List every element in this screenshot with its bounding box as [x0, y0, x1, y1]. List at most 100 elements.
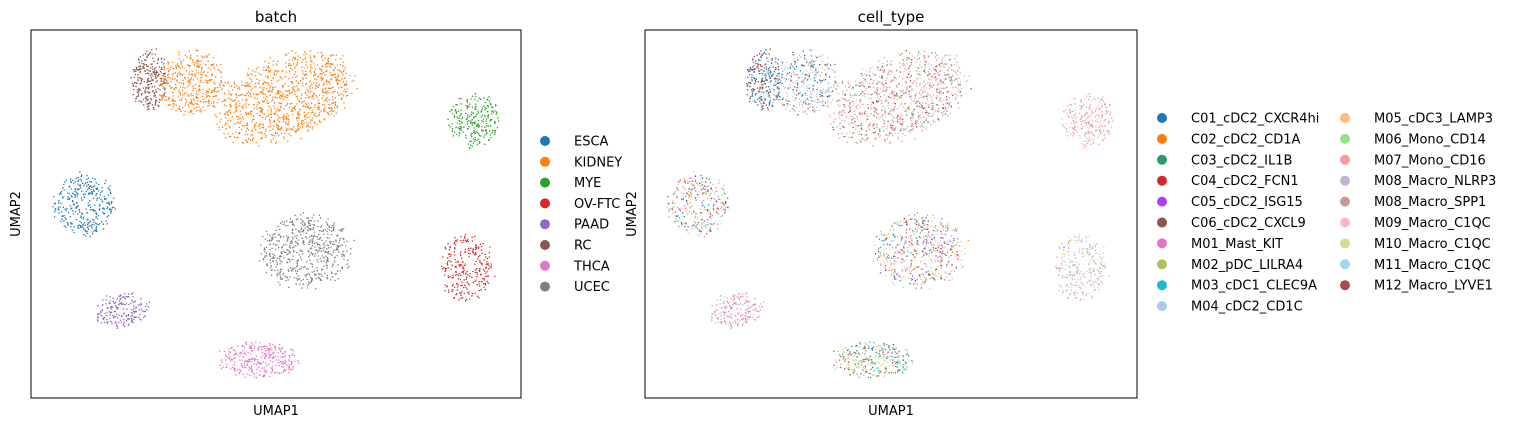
legend-item-c01-cdc2-cxcr4hi: C01_cDC2_CXCR4hi	[1157, 112, 1319, 127]
legend-marker	[540, 198, 550, 209]
cluster-kidney-cell-types	[773, 49, 843, 116]
points-esca	[52, 171, 116, 238]
x-axis-label: UMAP1	[253, 404, 299, 419]
legend-label: M10_Macro_C1QC	[1374, 237, 1491, 252]
points-c05-cdc2-isg15	[878, 218, 959, 280]
legend-item-m12-macro-lyve1: M12_Macro_LYVE1	[1340, 279, 1493, 294]
legend-marker	[1340, 280, 1350, 291]
legend-item-ov-ftc: OV-FTC	[540, 197, 620, 212]
points-m04-cdc2-cd1c	[876, 221, 963, 286]
legend-label: M04_cDC2_CD1C	[1191, 300, 1303, 315]
cluster-thca	[219, 341, 300, 379]
points-c06-cdc2-cxcl9	[746, 52, 780, 111]
cluster-kidney-cell-types	[828, 50, 972, 147]
legend-label: ESCA	[574, 135, 609, 150]
cluster-rc	[130, 48, 170, 111]
points-kidney	[214, 50, 358, 147]
points-kidney	[159, 49, 229, 116]
points-m08-macro-spp1	[833, 52, 961, 144]
legend-item-rc: RC	[540, 239, 591, 254]
points-paad	[97, 292, 150, 330]
legend-marker	[1340, 196, 1350, 207]
cluster-ov-ftc	[441, 233, 496, 302]
legend-marker	[1340, 133, 1350, 144]
cluster-esca-cell-types	[666, 171, 730, 238]
legend-item-m09-macro-c1qc: M09_Macro_C1QC	[1340, 216, 1491, 231]
legend-item-m07-mono-cd16: M07_Mono_CD16	[1340, 153, 1486, 168]
legend-label: M11_Macro_C1QC	[1374, 258, 1491, 273]
legend-item-m08-macro-spp1: M08_Macro_SPP1	[1340, 195, 1486, 210]
legend-marker	[540, 281, 550, 292]
points-m10-macro-c1qc	[1058, 233, 1104, 302]
points-m01-mast-kit	[885, 224, 957, 281]
points-m05-cdc3-lamp3	[672, 177, 722, 226]
legend-item-m08-macro-nlrp3: M08_Macro_NLRP3	[1340, 174, 1496, 189]
legend-item-paad: PAAD	[540, 218, 609, 233]
legend-item-mye: MYE	[540, 176, 601, 191]
legend-item-c04-cdc2-fcn1: C04_cDC2_FCN1	[1157, 174, 1299, 189]
legend-marker	[540, 260, 550, 271]
points-m10-macro-c1qc	[883, 224, 966, 281]
points-m10-macro-c1qc	[835, 341, 906, 378]
clusters-batch	[52, 48, 500, 379]
legend-cell-type: C01_cDC2_CXCR4hi C02_cDC2_CD1A C03_cDC2_IL…	[1157, 112, 1496, 315]
points-m03-cdc1-clec9a	[842, 341, 906, 379]
legend-label: M08_Macro_NLRP3	[1374, 174, 1496, 189]
y-axis-label: UMAP2	[9, 191, 24, 237]
clusters-cell-type	[666, 48, 1114, 379]
legend-label: M09_Macro_C1QC	[1374, 216, 1491, 231]
legend-item-m05-cdc3-lamp3: M05_cDC3_LAMP3	[1340, 112, 1493, 127]
points-m11-macro-c1qc	[874, 217, 954, 282]
legend-marker	[540, 136, 550, 146]
legend-marker	[540, 177, 550, 188]
legend-label: M08_Macro_SPP1	[1374, 195, 1486, 210]
legend-marker	[1340, 217, 1350, 228]
legend-marker	[1157, 301, 1167, 312]
points-ov-ftc	[441, 233, 496, 302]
legend-marker	[540, 156, 550, 167]
legend-label: OV-FTC	[574, 197, 620, 212]
legend-label: M05_cDC3_LAMP3	[1374, 112, 1493, 127]
points-c04-cdc2-fcn1	[667, 180, 729, 232]
legend-label: C06_cDC2_CXCL9	[1191, 216, 1306, 231]
points-m06-mono-cd14	[837, 345, 914, 378]
legend-label: M01_Mast_KIT	[1191, 237, 1283, 252]
legend-marker	[1157, 113, 1167, 123]
legend-batch: ESCA KIDNEY MYE OV-FTC PAAD RC THCA UCEC	[540, 135, 622, 295]
points-m09-macro-c1qc	[711, 293, 760, 328]
points-c01-cdc2-cxcr4hi	[674, 175, 726, 225]
legend-marker	[1157, 154, 1167, 165]
legend-label: C02_cDC2_CD1A	[1191, 132, 1300, 147]
points-m03-cdc1-clec9a	[672, 182, 724, 229]
legend-label: C01_cDC2_CXCR4hi	[1191, 112, 1319, 127]
legend-item-ucec: UCEC	[540, 280, 610, 295]
legend-marker	[540, 219, 550, 230]
points-mye	[447, 93, 500, 149]
legend-label: PAAD	[574, 218, 609, 233]
legend-marker	[1157, 280, 1167, 291]
points-m08-macro-spp1	[668, 181, 723, 238]
points-m04-cdc2-cd1c	[744, 58, 784, 105]
cluster-ucec-cell-types	[872, 212, 969, 290]
points-c04-cdc2-fcn1	[747, 48, 783, 111]
legend-marker	[1340, 113, 1350, 123]
x-axis-label: UMAP1	[868, 404, 914, 419]
chart-title: batch	[255, 8, 297, 26]
cluster-paad	[97, 292, 150, 330]
legend-item-m11-macro-c1qc: M11_Macro_C1QC	[1340, 258, 1491, 273]
legend-item-c02-cdc2-cd1a: C02_cDC2_CD1A	[1157, 132, 1300, 147]
points-m09-macro-c1qc	[682, 171, 716, 234]
legend-label: M12_Macro_LYVE1	[1374, 279, 1493, 294]
cluster-paad-cell-types	[711, 292, 764, 330]
points-m09-macro-c1qc	[1061, 235, 1106, 300]
cluster-mye	[447, 93, 500, 149]
points-m12-macro-lyve1	[667, 177, 726, 232]
legend-item-esca: ESCA	[540, 135, 609, 150]
points-thca	[219, 341, 300, 379]
legend-marker	[1157, 217, 1167, 228]
legend-marker	[1157, 196, 1167, 207]
points-m04-cdc2-cd1c	[834, 342, 909, 371]
points-c02-cdc2-cd1a	[669, 178, 724, 225]
legend-item-c03-cdc2-il1b: C03_cDC2_IL1B	[1157, 153, 1292, 168]
